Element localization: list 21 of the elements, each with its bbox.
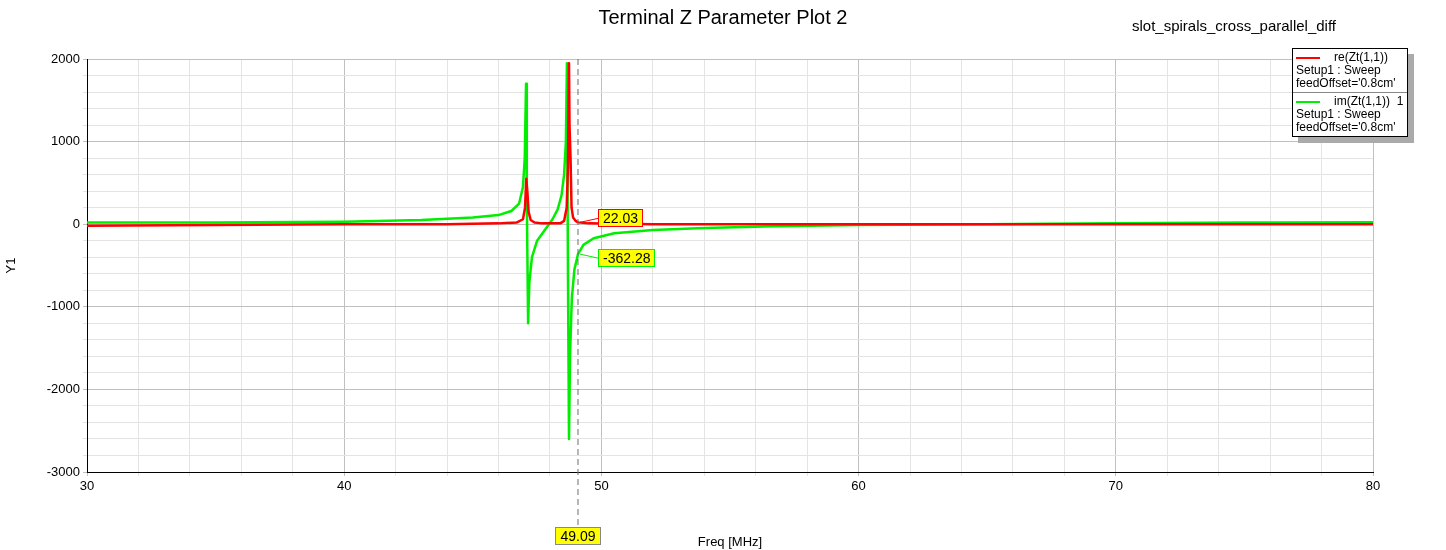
y-tick-label: 0 <box>72 215 80 231</box>
chart-title: Terminal Z Parameter Plot 2 <box>598 6 848 28</box>
y-axis-title: Y1 <box>3 257 19 274</box>
x-tick-label: 80 <box>1365 478 1381 494</box>
y-tick-label: 2000 <box>51 50 80 66</box>
y-tick-label: 1000 <box>51 133 80 149</box>
y-tick-label: -3000 <box>46 463 80 479</box>
legend-label: im(Zt(1,1)) 1 Setup1 : Sweep feedOffset='0.8cm' <box>1293 92 1407 136</box>
x-tick-label: 40 <box>336 478 352 494</box>
x-tick-label: 70 <box>1108 478 1124 494</box>
y-tick-label: -2000 <box>46 380 80 396</box>
ref-line-label: 49.09 <box>555 527 601 545</box>
x-tick-label: 30 <box>79 478 95 494</box>
x-axis-title: Freq [MHz] <box>697 533 763 549</box>
x-tick-label: 60 <box>851 478 866 494</box>
annotation: 22.03 <box>597 209 644 228</box>
legend-label: re(Zt(1,1)) Setup1 : Sweep feedOffset='0.8cm' <box>1295 49 1397 92</box>
x-tick-label: 50 <box>594 478 609 494</box>
chart-subtitle: slot_spirals_cross_parallel_diff <box>1132 17 1336 34</box>
y-tick-label: -1000 <box>46 298 80 314</box>
annotation: -362.28 <box>597 249 656 268</box>
